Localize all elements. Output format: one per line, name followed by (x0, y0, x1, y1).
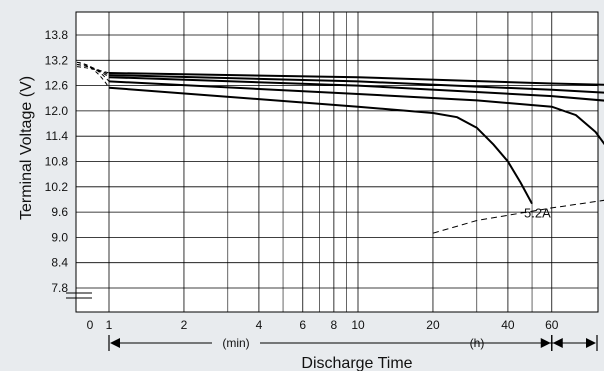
range-arrow-left (110, 338, 120, 348)
y-tick-label: 12.6 (45, 79, 69, 93)
x-axis-label: Discharge Time (301, 355, 412, 371)
series-line (108, 76, 604, 102)
start-curve (76, 66, 110, 74)
x-tick-label: 10 (351, 318, 365, 332)
x-tick-label: 1 (106, 318, 113, 332)
y-tick-label: 9.6 (51, 205, 68, 219)
x-tick-label: 4 (256, 318, 263, 332)
x-tick-label: 8 (331, 318, 338, 332)
x-tick-label: 60 (545, 318, 559, 332)
series-label: 5.2A (524, 206, 551, 221)
range-arrow-left (552, 338, 563, 348)
x-axis-ticks: 0124681020406023468102040 (87, 318, 559, 332)
y-tick-label: 11.4 (46, 129, 69, 143)
y-axis-ticks: 13.8 13.2 12.6 12.0 11.4 10.8 10.2 9.6 9.0 8.4 7.8 (45, 28, 69, 295)
cutoff-curve (432, 199, 604, 234)
y-tick-label: 9.0 (51, 230, 68, 244)
series-line (108, 72, 604, 86)
grid (66, 12, 598, 312)
y-tick-label: 10.2 (45, 180, 69, 194)
x-tick-label: 40 (501, 318, 515, 332)
y-tick-label: 8.4 (51, 256, 68, 270)
series-line (108, 80, 604, 146)
plot-area (75, 11, 599, 313)
y-tick-label: 13.2 (45, 53, 69, 67)
y-tick-label: 7.8 (51, 281, 68, 295)
x-tick-label: 2 (181, 318, 188, 332)
y-tick-label: 13.8 (45, 28, 69, 42)
y-tick-label: 10.8 (45, 155, 69, 169)
x-tick-label: 20 (426, 318, 440, 332)
series-line (108, 86, 533, 205)
series-group: 5.2A1.5A1.1A0.7A.0.4A (76, 61, 604, 234)
range-label: (h) (470, 336, 485, 350)
x-tick-label: 6 (299, 318, 306, 332)
x-range-markers: (min) (h) (108, 335, 598, 351)
x-tick-label: 0 (87, 318, 94, 332)
range-arrow-right (586, 338, 596, 348)
start-curve (76, 64, 110, 76)
series-line (108, 74, 604, 94)
range-label: (min) (222, 336, 249, 350)
y-tick-label: 12.0 (45, 104, 69, 118)
y-axis-label: Terminal Voltage (V) (18, 76, 35, 220)
